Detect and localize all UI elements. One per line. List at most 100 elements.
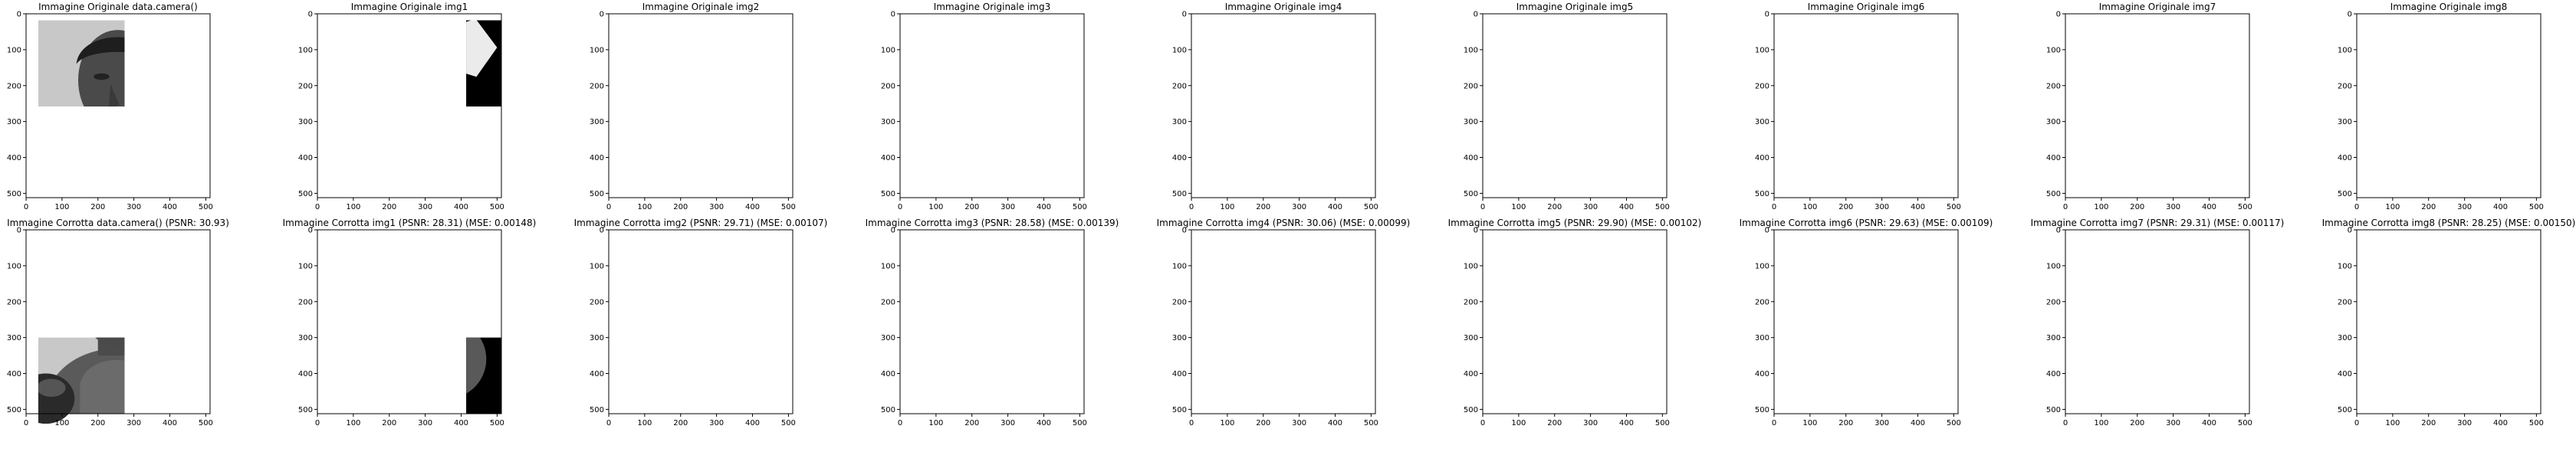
y-tick-label: 0 (2056, 11, 2061, 19)
y-tick-label: 100 (590, 46, 604, 54)
axes-frame (1191, 229, 1376, 414)
y-tick-label: 0 (1474, 227, 1478, 235)
image-shape (1312, 332, 1344, 365)
photo-mouth (104, 332, 133, 336)
x-tick-label: 200 (1547, 419, 1562, 427)
x-tick-label: 500 (1655, 203, 1670, 211)
x-tick-label: 300 (1875, 419, 1889, 427)
image-shape (1817, 35, 1868, 122)
image-shape (343, 280, 411, 385)
x-tick-label: 0 (898, 203, 902, 211)
x-tick-label: 400 (2493, 203, 2508, 211)
y-tick-label: 400 (1464, 370, 1478, 378)
y-tick-label: 300 (298, 118, 313, 126)
image-shape (1504, 255, 1579, 327)
y-tick-label: 500 (2046, 190, 2061, 198)
x-tick-label: 0 (606, 203, 611, 211)
y-tick-label: 500 (1172, 406, 1187, 414)
y-tick-label: 500 (7, 190, 21, 198)
x-tick-label: 0 (315, 419, 320, 427)
y-tick-label: 500 (2046, 406, 2061, 414)
y-tick-label: 100 (1464, 262, 1478, 270)
subplot-original-img7: Immagine Originale img7 0 0 100 100 200 200 300… (2046, 2, 2252, 211)
photo-nose (109, 300, 120, 323)
y-tick-label: 200 (590, 82, 604, 90)
photo-glove-highlight (37, 163, 66, 181)
photo-eye-right (126, 74, 142, 80)
image-cameraman (38, 230, 210, 424)
y-tick-label: 500 (2338, 406, 2352, 414)
x-tick-label: 300 (709, 419, 724, 427)
image-img4 (1191, 14, 1384, 198)
x-tick-label: 200 (964, 419, 979, 427)
image-shape (2432, 280, 2464, 320)
x-tick-label: 400 (745, 419, 760, 427)
y-tick-label: 500 (590, 190, 604, 198)
image-img7 (2065, 14, 2252, 198)
subplot-original-img6: Immagine Originale img6 0 0 100 100 200 200 300… (1755, 2, 1961, 211)
y-tick-label: 200 (2338, 298, 2352, 306)
y-tick-label: 100 (1755, 262, 1769, 270)
subplot-original-img8: Immagine Originale img8 0 0 100 100 200 200 300… (2338, 2, 2544, 211)
image-shape (466, 20, 498, 77)
image-shape (2432, 64, 2464, 104)
y-tick-label: 0 (600, 227, 604, 235)
subplot-corrupted-cameraman: Immagine Corrotta data.camera() (PSNR: 3… (7, 218, 229, 427)
y-tick-label: 500 (590, 406, 604, 414)
x-tick-label: 100 (1802, 419, 1817, 427)
y-tick-label: 300 (298, 334, 313, 342)
image-img1 (407, 20, 501, 182)
x-tick-label: 500 (2238, 203, 2252, 211)
image-shape (1040, 230, 1060, 327)
subplot-corrupted-img1: Immagine Corrotta img1 (PSNR: 28.31) (MS… (283, 218, 537, 427)
x-tick-label: 500 (1364, 203, 1378, 211)
x-tick-label: 500 (1073, 419, 1087, 427)
photo-background-shade (163, 230, 210, 414)
image-shape (1596, 30, 1636, 70)
x-tick-label: 0 (2354, 203, 2359, 211)
x-tick-label: 400 (2202, 203, 2216, 211)
image-shape (1878, 94, 1957, 169)
image-shape (2095, 235, 2181, 294)
x-tick-label: 200 (1838, 203, 1853, 211)
x-tick-label: 300 (418, 203, 432, 211)
image-shape (2446, 14, 2541, 46)
image-shape (2400, 273, 2440, 323)
image-img2 (609, 215, 796, 414)
x-tick-label: 400 (1911, 419, 1925, 427)
x-tick-label: 500 (781, 419, 796, 427)
image-shape (1572, 294, 1668, 385)
photo-hair (77, 253, 159, 280)
subplot-corrupted-img6: Immagine Corrotta img6 (PSNR: 29.63) (MS… (1740, 218, 1993, 427)
x-tick-label: 500 (199, 203, 213, 211)
x-tick-label: 500 (2529, 203, 2544, 211)
image-shape (1571, 244, 1653, 323)
y-tick-label: 100 (2046, 46, 2061, 54)
y-tick-label: 200 (298, 298, 313, 306)
image-img1 (343, 280, 501, 414)
x-tick-label: 400 (2202, 419, 2216, 427)
subplot-title: Immagine Corrotta img1 (PSNR: 28.31) (MS… (283, 218, 537, 228)
x-tick-label: 100 (637, 203, 652, 211)
x-tick-label: 400 (745, 203, 760, 211)
image-shape (1869, 70, 1937, 138)
y-tick-label: 500 (1755, 190, 1769, 198)
x-tick-label: 100 (1511, 419, 1526, 427)
y-tick-label: 200 (7, 82, 21, 90)
image-shape (983, 89, 1026, 157)
image-shape (2095, 19, 2181, 78)
image-shape (407, 103, 486, 182)
x-tick-label: 400 (1619, 419, 1634, 427)
photo-nose (108, 84, 120, 106)
image-shape (1285, 82, 1339, 143)
y-tick-label: 0 (308, 11, 313, 19)
photo-mouth (104, 116, 133, 120)
y-tick-label: 500 (1464, 190, 1478, 198)
image-img5 (1483, 14, 1668, 198)
image-img6 (1774, 14, 1958, 198)
x-tick-label: 400 (1328, 419, 1342, 427)
image-cameraman (37, 20, 142, 181)
y-tick-label: 0 (17, 11, 21, 19)
y-tick-label: 400 (881, 154, 895, 162)
y-tick-label: 100 (881, 46, 895, 54)
